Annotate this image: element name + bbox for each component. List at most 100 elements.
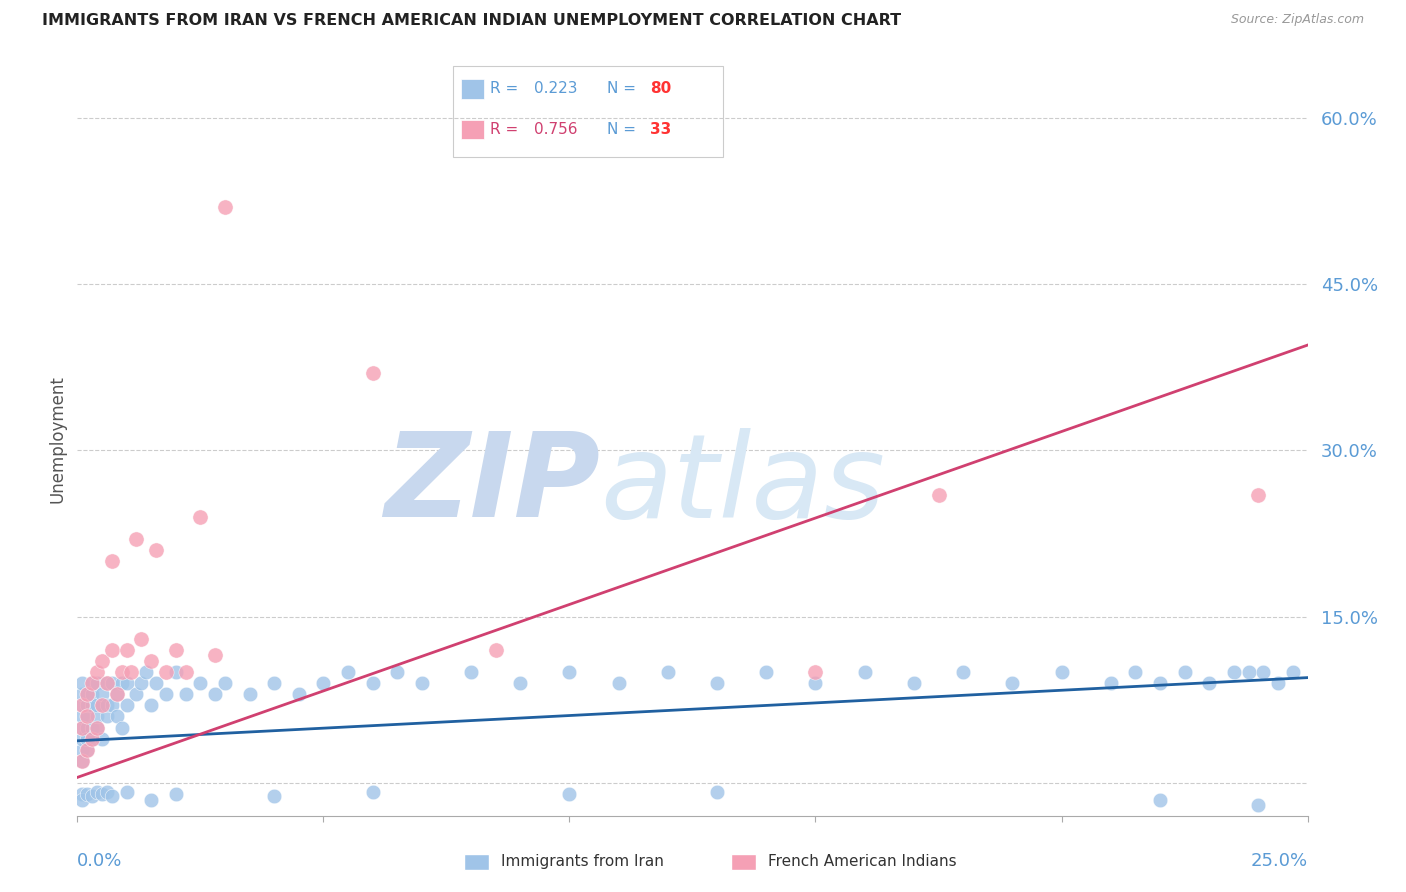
Point: [804, 665, 827, 679]
Point: [129, 632, 153, 646]
Point: [111, 721, 132, 735]
Point: [86, 785, 108, 799]
Point: [141, 792, 163, 806]
Text: 0.0%: 0.0%: [77, 852, 122, 870]
Point: [411, 676, 433, 690]
Point: [485, 643, 508, 657]
Point: [70, 731, 93, 746]
Point: [76, 687, 98, 701]
Point: [70, 721, 93, 735]
Point: [141, 654, 163, 668]
Point: [928, 488, 950, 502]
Point: [90, 787, 114, 801]
Point: [558, 665, 581, 679]
Point: [76, 687, 98, 701]
Text: atlas: atlas: [600, 427, 886, 541]
Point: [101, 789, 124, 804]
Text: 0.223: 0.223: [534, 81, 578, 96]
Point: [903, 676, 925, 690]
Point: [1149, 676, 1171, 690]
Point: [115, 676, 138, 690]
Point: [337, 665, 360, 679]
Point: [82, 789, 104, 804]
Point: [76, 698, 98, 713]
Text: 33: 33: [650, 122, 672, 137]
Point: [76, 721, 98, 735]
Point: [76, 742, 98, 756]
Point: [70, 698, 93, 713]
Point: [1247, 488, 1270, 502]
Point: [1149, 792, 1171, 806]
Point: [70, 709, 93, 723]
Point: [90, 687, 114, 701]
Text: 25.0%: 25.0%: [1250, 852, 1308, 870]
Point: [105, 687, 128, 701]
Point: [90, 698, 114, 713]
Point: [145, 543, 167, 558]
Point: [204, 687, 226, 701]
Point: [1125, 665, 1147, 679]
Point: [214, 200, 236, 214]
Point: [115, 785, 138, 799]
Point: [1247, 798, 1270, 813]
Point: [1198, 676, 1220, 690]
Point: [174, 687, 197, 701]
Point: [82, 731, 104, 746]
Text: 0.756: 0.756: [534, 122, 578, 137]
Point: [385, 665, 409, 679]
Text: Source: ZipAtlas.com: Source: ZipAtlas.com: [1230, 13, 1364, 27]
Point: [86, 709, 108, 723]
Point: [70, 687, 93, 701]
Point: [188, 676, 212, 690]
Point: [96, 709, 118, 723]
Point: [90, 731, 114, 746]
Point: [165, 643, 187, 657]
Point: [70, 676, 93, 690]
Point: [76, 787, 98, 801]
Point: [86, 721, 108, 735]
Point: [101, 676, 124, 690]
Point: [558, 787, 581, 801]
Point: [86, 665, 108, 679]
Point: [70, 754, 93, 768]
Point: [96, 676, 118, 690]
Point: [509, 676, 531, 690]
Point: [76, 731, 98, 746]
Point: [96, 698, 118, 713]
Point: [141, 698, 163, 713]
Text: 80: 80: [650, 81, 672, 96]
Point: [82, 676, 104, 690]
Point: [361, 366, 384, 380]
Point: [96, 785, 118, 799]
Text: N =: N =: [607, 81, 641, 96]
Point: [1237, 665, 1260, 679]
Point: [70, 742, 93, 756]
Point: [82, 676, 104, 690]
Text: IMMIGRANTS FROM IRAN VS FRENCH AMERICAN INDIAN UNEMPLOYMENT CORRELATION CHART: IMMIGRANTS FROM IRAN VS FRENCH AMERICAN …: [42, 13, 901, 29]
Point: [1282, 665, 1305, 679]
Point: [174, 665, 197, 679]
Point: [96, 676, 118, 690]
Point: [1050, 665, 1073, 679]
Point: [76, 742, 98, 756]
Point: [155, 687, 177, 701]
Point: [101, 554, 124, 568]
Point: [82, 687, 104, 701]
Point: [214, 676, 236, 690]
Point: [1174, 665, 1197, 679]
Point: [1001, 676, 1024, 690]
Point: [263, 676, 285, 690]
Point: [1099, 676, 1122, 690]
Point: [70, 754, 93, 768]
Point: [804, 676, 827, 690]
Point: [361, 785, 384, 799]
Point: [86, 676, 108, 690]
Point: [76, 709, 98, 723]
Point: [755, 665, 778, 679]
Point: [853, 665, 876, 679]
Point: [204, 648, 226, 663]
Text: R =: R =: [491, 122, 523, 137]
Point: [115, 698, 138, 713]
Point: [1267, 676, 1289, 690]
Text: Immigrants from Iran: Immigrants from Iran: [501, 855, 664, 869]
